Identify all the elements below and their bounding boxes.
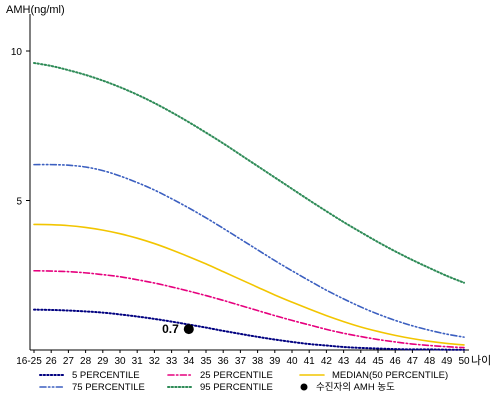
x-tick-label: 45 xyxy=(372,356,384,367)
legend-label: 75 PERCENTILE xyxy=(72,382,145,393)
x-tick-label: 37 xyxy=(235,356,247,367)
x-tick-label: 27 xyxy=(63,356,75,367)
legend-label: 25 PERCENTILE xyxy=(200,370,273,381)
x-tick-label: 47 xyxy=(407,356,419,367)
legend-label: 5 PERCENTILE xyxy=(72,370,140,381)
series-line-75-percentile xyxy=(33,163,465,338)
x-tick-label: 48 xyxy=(424,356,436,367)
x-tick-label: 16-25 xyxy=(16,356,42,367)
x-tick-label: 36 xyxy=(218,356,230,367)
x-ticks: 16-25 26 27 28 29 30 31 32 33 34 35 36 37 38 39 40 41 42 4… xyxy=(16,350,470,367)
legend: 5 PERCENTILE 25 PERCENTILE MEDIAN(50 PERCE… xyxy=(39,370,448,393)
legend-marker-icon xyxy=(300,383,308,391)
x-tick-label: 44 xyxy=(355,356,367,367)
x-tick-label: 42 xyxy=(321,356,333,367)
y-axis-title: AMH(ng/ml) xyxy=(6,4,65,16)
x-tick-label: 33 xyxy=(166,356,178,367)
series-line-95-percentile xyxy=(33,61,465,284)
x-tick-label: 34 xyxy=(183,356,195,367)
x-tick-label: 29 xyxy=(97,356,109,367)
x-tick-label: 46 xyxy=(390,356,402,367)
x-tick-label: 49 xyxy=(441,356,453,367)
chart-axes xyxy=(29,14,469,351)
x-tick-label: 50 xyxy=(458,356,470,367)
x-tick-label: 41 xyxy=(304,356,316,367)
y-tick-label: 10 xyxy=(11,47,23,58)
x-tick-label: 39 xyxy=(269,356,281,367)
x-tick-label: 26 xyxy=(46,356,58,367)
x-tick-label: 32 xyxy=(149,356,161,367)
series-lines xyxy=(33,61,465,351)
y-ticks: 5 10 xyxy=(11,47,30,208)
x-tick-label: 30 xyxy=(114,356,126,367)
markers: 0.7 xyxy=(162,322,194,336)
series-line-5-percentile xyxy=(33,308,465,351)
legend-label: 95 PERCENTILE xyxy=(200,382,273,393)
patient-amh-label: 0.7 xyxy=(162,322,179,336)
legend-label: MEDIAN(50 PERCENTILE) xyxy=(332,370,448,381)
x-axis-title: 나이 xyxy=(471,354,491,367)
x-tick-label: 40 xyxy=(286,356,298,367)
x-tick-label: 28 xyxy=(80,356,92,367)
series-line-25-percentile xyxy=(33,269,465,349)
x-tick-label: 43 xyxy=(338,356,350,367)
x-tick-label: 35 xyxy=(200,356,212,367)
x-tick-label: 38 xyxy=(252,356,264,367)
series-line-median-50-percentile xyxy=(33,223,465,346)
y-tick-label: 5 xyxy=(16,197,22,208)
legend-label: 수진자의 AMH 농도 xyxy=(316,382,395,393)
patient-amh-point xyxy=(183,324,194,335)
x-tick-label: 31 xyxy=(132,356,144,367)
